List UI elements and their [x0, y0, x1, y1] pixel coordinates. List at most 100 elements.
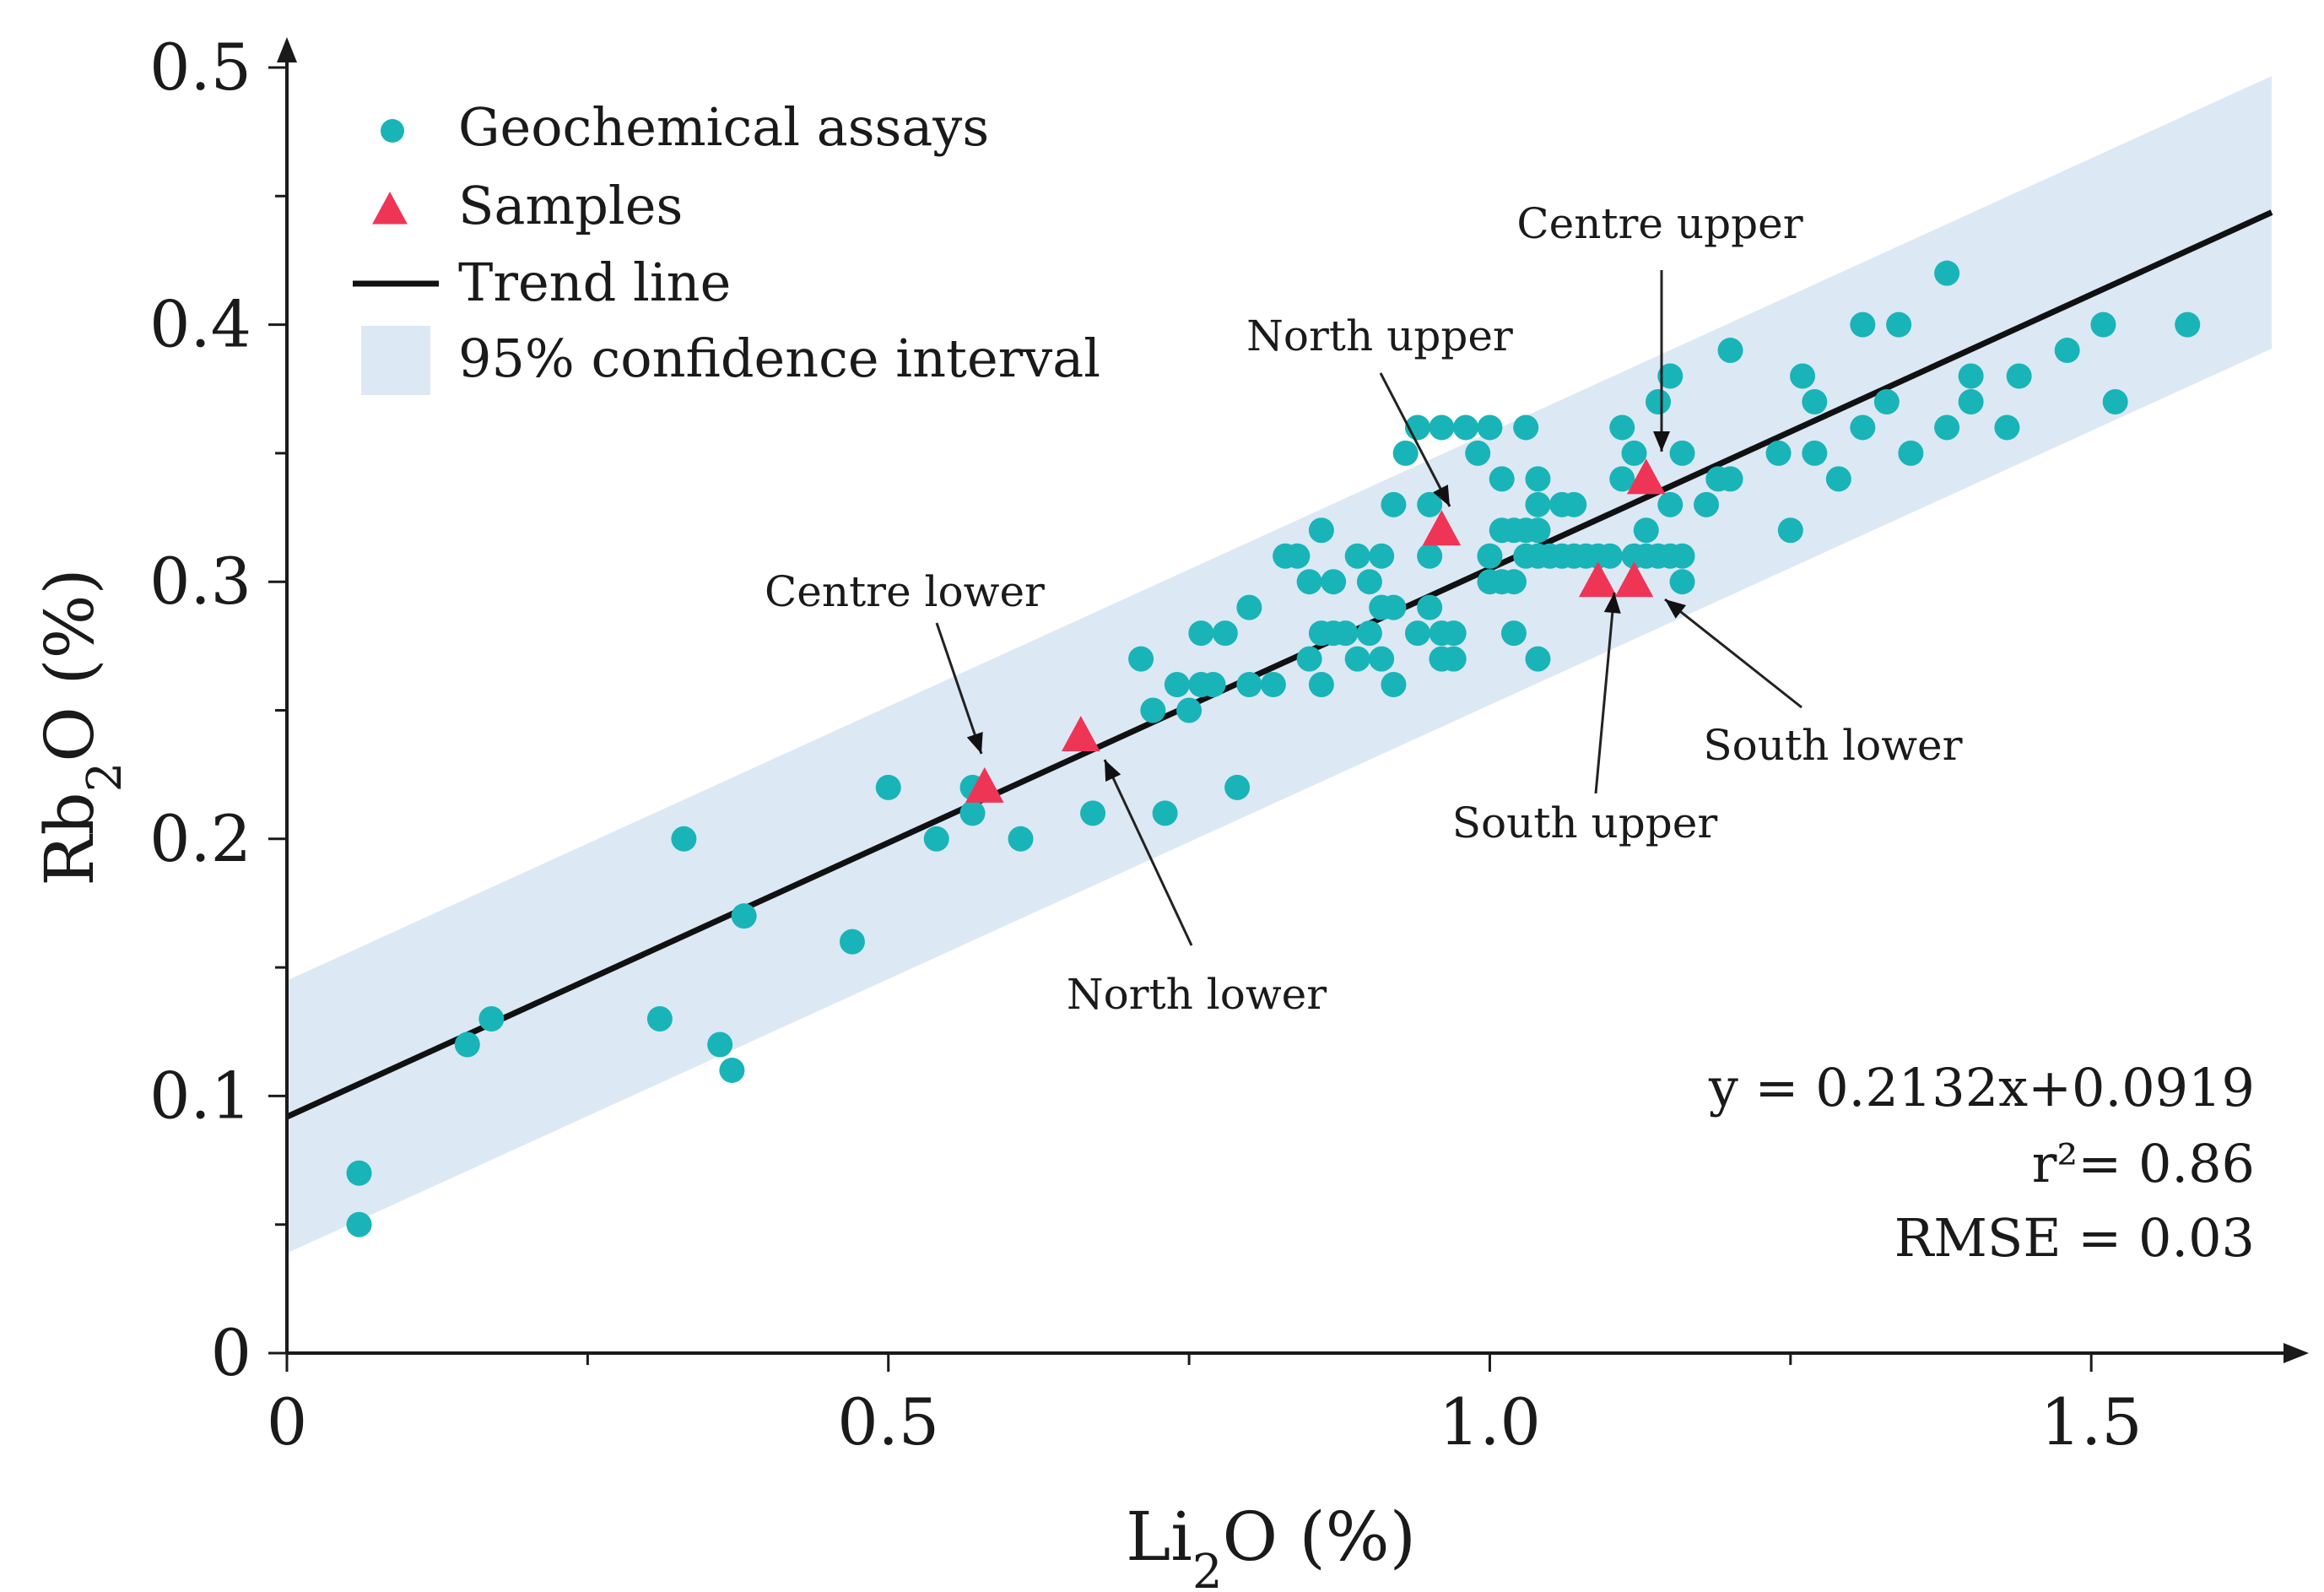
- assay-point: [478, 1006, 505, 1032]
- arrowhead-icon: [966, 732, 983, 754]
- annotation-label: South upper: [1452, 799, 1718, 847]
- assay-point: [1717, 466, 1743, 492]
- assay-point: [1284, 543, 1311, 569]
- assay-point: [1934, 260, 1960, 286]
- assay-point: [1669, 569, 1695, 595]
- assay-point: [1417, 594, 1443, 620]
- assay-point: [1008, 826, 1034, 852]
- sample-triangle: [965, 766, 1004, 803]
- annotation-arrow-line: [935, 622, 983, 755]
- assay-point: [1440, 646, 1467, 672]
- annotation-arrow-line: [1103, 759, 1193, 946]
- assay-point: [1597, 543, 1623, 569]
- x-tick-label: 0.5: [837, 1384, 939, 1459]
- y-tick-label: 0.2: [149, 801, 251, 876]
- assay-point: [2102, 388, 2128, 414]
- assay-point: [1381, 491, 1407, 517]
- legend-ci-swatch: [361, 326, 430, 395]
- annotation-arrow-line: [1594, 592, 1616, 794]
- assay-point: [671, 826, 697, 852]
- assay-point: [1477, 414, 1503, 441]
- assay-point: [1188, 620, 1214, 647]
- assay-point: [1525, 646, 1551, 672]
- assay-point: [1260, 672, 1286, 698]
- assay-point: [875, 774, 901, 800]
- assay-point: [1669, 440, 1695, 466]
- annotation-label: Centre upper: [1516, 199, 1802, 248]
- sample-triangle: [1062, 715, 1100, 751]
- assay-point: [1296, 569, 1322, 595]
- sample-triangle: [1614, 561, 1654, 598]
- trend-line: [285, 209, 2273, 1120]
- legend-label: Trend line: [458, 252, 731, 313]
- y-axis-arrow-icon: [277, 37, 297, 62]
- arrowhead-icon: [1603, 593, 1621, 614]
- y-tick-label: 0.1: [149, 1058, 251, 1133]
- assay-point: [1958, 388, 1984, 414]
- annotation-label: Centre lower: [765, 567, 1045, 616]
- sample-triangle: [1422, 510, 1462, 546]
- assay-point: [1633, 517, 1659, 544]
- annotation-label: North upper: [1246, 311, 1513, 360]
- assay-point: [1525, 491, 1551, 517]
- legend: Geochemical assays Samples Trend line 95% c…: [353, 96, 1100, 395]
- annotation-arrow-line: [1664, 598, 1802, 709]
- x-axis-title: Li2O (%): [1126, 1497, 1416, 1592]
- assay-point: [1417, 543, 1443, 569]
- assay-point: [1790, 363, 1816, 389]
- assay-point: [1525, 466, 1551, 492]
- legend-label: Geochemical assays: [458, 96, 989, 158]
- assay-point: [454, 1032, 480, 1058]
- assay-point: [1224, 774, 1251, 800]
- assay-point: [346, 1211, 372, 1237]
- trend-line-layer: [285, 209, 2273, 1120]
- x-tick-label: 0: [267, 1384, 307, 1459]
- assay-point: [1886, 311, 1912, 338]
- assay-point: [1152, 800, 1178, 826]
- assay-point: [1657, 363, 1684, 389]
- assay-point: [1392, 440, 1419, 466]
- legend-sample-swatch: [372, 192, 408, 225]
- y-tick-label: 0.4: [149, 287, 251, 362]
- assay-point: [1898, 440, 1924, 466]
- assay-point: [346, 1160, 372, 1186]
- assay-point: [1404, 620, 1430, 647]
- assay-point: [707, 1032, 733, 1058]
- legend-label: Samples: [458, 175, 683, 236]
- assay-point: [1429, 414, 1455, 441]
- sample-triangle: [1578, 561, 1618, 598]
- assay-point: [1500, 569, 1527, 595]
- assay-point: [1489, 466, 1515, 492]
- assay-point: [731, 903, 757, 929]
- y-axis-title: Rb2O (%): [30, 568, 132, 886]
- legend-label: 95% confidence interval: [458, 328, 1100, 389]
- assay-point: [1958, 363, 1984, 389]
- annotation-label: South lower: [1703, 721, 1962, 770]
- axes-layer: 0 0.5 1.0 1.5 0 0.1 0.2 0.3 0.4 0.5 Li2O (%) Rb2O (…: [30, 30, 2309, 1592]
- x-tick-label: 1.5: [2040, 1384, 2143, 1459]
- assay-point: [1296, 646, 1322, 672]
- assay-point: [1777, 517, 1803, 544]
- assay-point: [1717, 338, 1743, 364]
- arrowhead-icon: [1665, 599, 1687, 619]
- x-tick-label: 1.0: [1439, 1384, 1541, 1459]
- assay-point: [2175, 311, 2201, 338]
- assay-point: [1236, 672, 1262, 698]
- x-axis-arrow-icon: [2283, 1343, 2309, 1363]
- assay-point: [1308, 672, 1334, 698]
- assay-point: [1369, 543, 1395, 569]
- assay-point: [2090, 311, 2116, 338]
- assay-point: [1321, 569, 1347, 595]
- assay-point: [1694, 491, 1720, 517]
- assay-point: [1140, 697, 1166, 723]
- sample-triangle: [1626, 458, 1666, 495]
- sample-markers-layer: [965, 458, 1666, 803]
- assay-point: [1802, 440, 1828, 466]
- assay-point: [1417, 491, 1443, 517]
- assay-point: [923, 826, 949, 852]
- assay-point: [1176, 697, 1203, 723]
- assay-point: [959, 800, 986, 826]
- arrowhead-icon: [1105, 760, 1121, 782]
- assay-point: [1525, 517, 1551, 544]
- assay-point: [719, 1057, 745, 1083]
